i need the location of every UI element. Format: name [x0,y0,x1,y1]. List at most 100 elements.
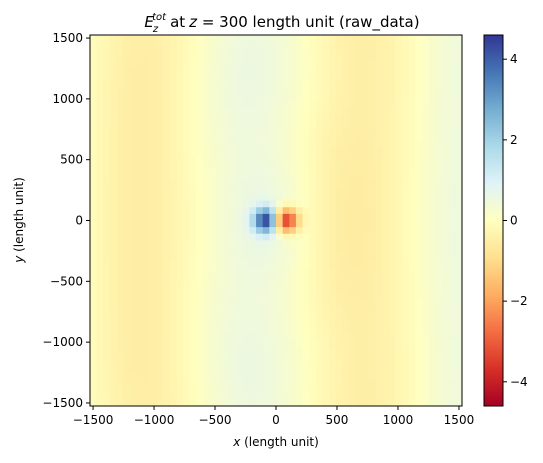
heatmap-cell [342,253,350,261]
heatmap-cell [149,333,158,341]
heatmap-cell [315,41,324,49]
heatmap-cell [342,286,350,294]
heatmap-cell [269,260,277,268]
heatmap-cell [176,379,184,387]
heatmap-cell [435,339,443,347]
heatmap-cell [163,392,171,400]
heatmap-cell [276,134,284,142]
heatmap-cell [136,48,144,56]
title-subscript: z [152,24,159,35]
heatmap-cell [442,273,450,281]
heatmap-cell [262,160,270,169]
heatmap-cell [315,81,324,89]
heatmap-cell [382,207,390,215]
heatmap-cell [123,372,131,381]
heatmap-cell [322,386,330,394]
heatmap-cell [309,147,317,155]
heatmap-cell [209,174,217,182]
heatmap-cell [236,273,244,281]
heatmap-cell [216,200,224,208]
heatmap-cell [229,346,237,354]
heatmap-cell [435,293,443,301]
heatmap-cell [329,94,337,102]
heatmap-cell [455,313,463,321]
heatmap-cell [229,319,237,328]
heatmap-cell [428,134,437,142]
heatmap-cell [242,300,251,308]
heatmap-cell [256,194,264,202]
heatmap-cell [129,379,138,387]
heatmap-cell [169,366,177,374]
heatmap-cell [375,54,383,63]
heatmap-cell [382,61,390,69]
heatmap-cell [455,41,463,49]
heatmap-cell [116,372,124,381]
heatmap-cell [176,160,184,169]
heatmap-cell [109,101,118,109]
heatmap-cell [169,273,177,281]
heatmap-cell [448,273,456,281]
heatmap-cell [249,213,257,222]
heatmap-cell [329,141,337,149]
heatmap-cell [355,127,363,135]
heatmap-cell [422,359,430,367]
heatmap-cell [362,160,370,169]
heatmap-cell [282,366,290,374]
heatmap-cell [388,141,397,149]
heatmap-cell [442,359,450,367]
heatmap-cell [329,220,337,228]
heatmap-cell [269,35,277,43]
heatmap-cell [282,359,290,367]
heatmap-cell [269,68,277,76]
heatmap-cell [90,386,98,394]
heatmap-cell [222,353,231,361]
heatmap-cell [136,366,144,374]
heatmap-cell [222,366,231,374]
heatmap-cell [116,319,124,328]
heatmap-cell [222,260,231,268]
heatmap-cell [435,280,443,288]
heatmap-cell [189,253,197,261]
heatmap-cell [382,134,390,142]
heatmap-cell [422,379,430,387]
heatmap-cell [103,167,111,175]
heatmap-cell [349,313,357,321]
heatmap-cell [295,293,304,301]
heatmap-cell [289,94,297,102]
heatmap-cell [422,74,430,82]
heatmap-cell [116,174,124,182]
heatmap-cell [90,154,98,162]
heatmap-cell [183,300,191,308]
heatmap-cell [375,167,383,175]
heatmap-cell [382,372,390,381]
heatmap-cell [249,220,257,228]
heatmap-cell [129,187,138,195]
heatmap-cell [362,227,370,235]
heatmap-cell [395,147,403,155]
heatmap-cell [435,180,443,188]
heatmap-cell [202,286,211,294]
heatmap-cell [189,121,197,129]
heatmap-cell [196,174,204,182]
heatmap-cell [136,286,144,294]
heatmap-cell [90,141,98,149]
heatmap-cell [222,81,231,89]
heatmap-cell [269,227,277,235]
heatmap-cell [216,353,224,361]
heatmap-cell [262,200,270,208]
heatmap-cell [216,392,224,400]
heatmap-cell [322,68,330,76]
heatmap-cell [103,41,111,49]
heatmap-cell [262,247,270,255]
heatmap-cell [388,253,397,261]
heatmap-cell [335,266,344,275]
heatmap-cell [428,88,437,96]
heatmap-cell [422,313,430,321]
heatmap-cell [222,127,231,135]
heatmap-cell [229,313,237,321]
heatmap-cell [96,293,104,301]
heatmap-cell [362,41,370,49]
heatmap-cell [355,319,363,328]
heatmap-cell [109,333,118,341]
heatmap-cell [415,160,423,169]
